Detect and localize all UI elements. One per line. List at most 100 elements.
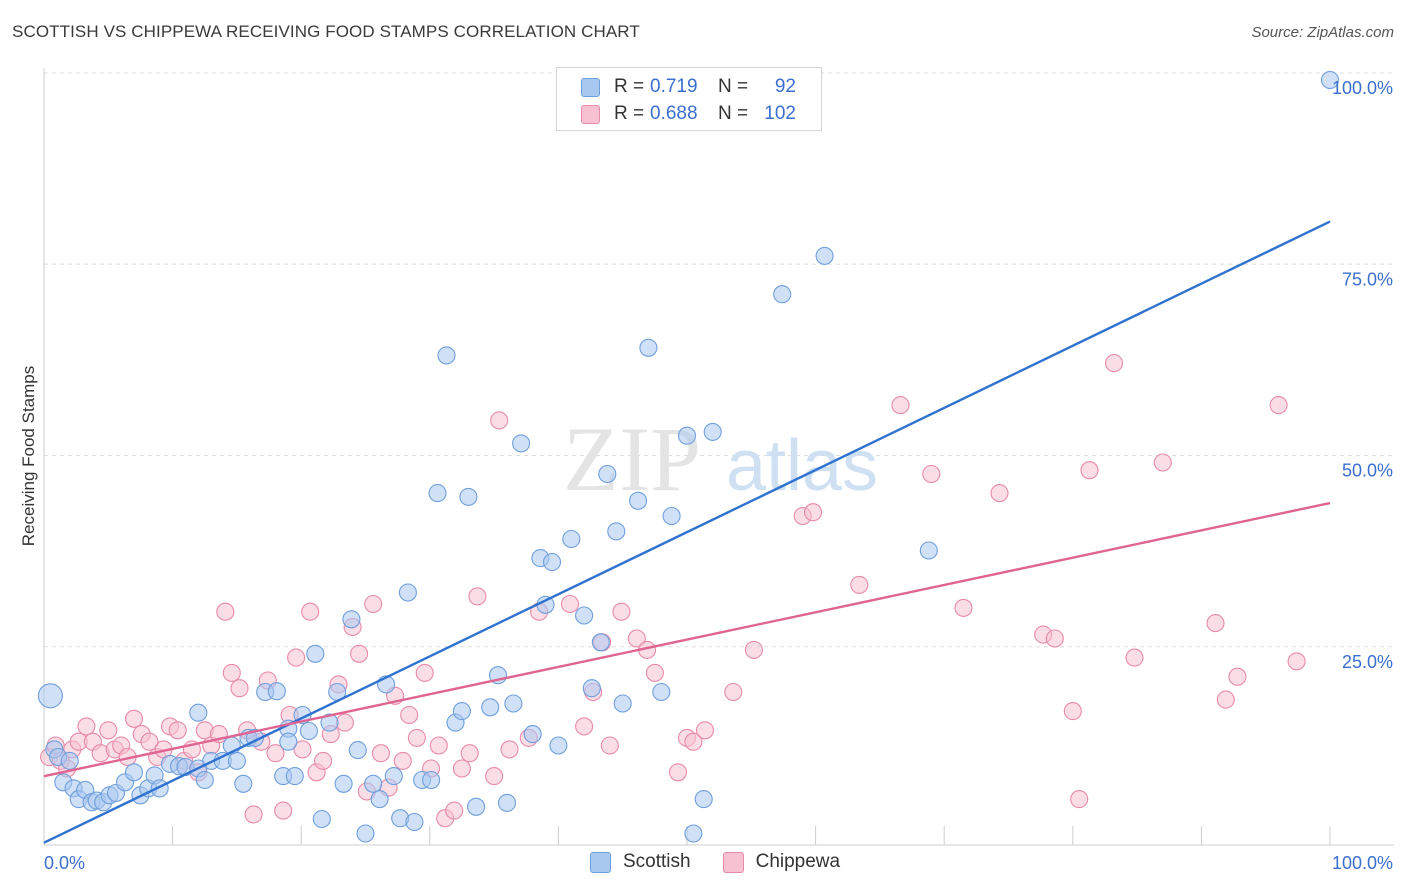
axes <box>43 68 1394 846</box>
chippewa-point <box>612 602 631 621</box>
chippewa-point <box>1206 614 1225 633</box>
scottish-point <box>124 763 144 782</box>
scottish-point <box>549 736 568 755</box>
chippewa-point <box>314 751 333 770</box>
x-tick-label: 0.0% <box>44 853 85 873</box>
watermark: ZIP atlas <box>563 408 878 510</box>
x-tick-label: 100.0% <box>1332 853 1393 873</box>
chippewa-point <box>695 721 715 740</box>
chippewa-point <box>1070 790 1089 809</box>
chippewa-point <box>1153 453 1172 472</box>
chippewa-point <box>99 721 118 740</box>
chippewa-point <box>168 721 187 740</box>
legend-label-chippewa: Chippewa <box>755 851 841 872</box>
chippewa-point <box>124 709 144 728</box>
scottish-point <box>919 541 938 560</box>
r-label: R = <box>614 76 645 97</box>
chippewa-point <box>293 740 312 759</box>
chippewa-point <box>891 396 910 415</box>
scottish-point <box>694 790 713 809</box>
chippewa-point <box>1287 652 1306 671</box>
scottish-point <box>629 491 648 510</box>
scottish-point <box>542 552 562 572</box>
chippewa-point <box>627 629 646 648</box>
chippewa-point <box>490 411 509 430</box>
chippewa-point <box>744 640 763 659</box>
chippewa-point <box>364 594 383 614</box>
r-value: 0.719 <box>650 76 698 97</box>
chippewa-point <box>301 602 320 621</box>
watermark-atlas: atlas <box>726 426 878 506</box>
chippewa-point <box>415 663 434 682</box>
scottish-point <box>384 767 403 786</box>
scottish-point <box>652 682 671 702</box>
chippewa-point <box>222 663 241 682</box>
scottish-point <box>267 682 286 701</box>
scottish-point <box>575 606 594 625</box>
scottish-point <box>815 246 834 265</box>
scottish-point <box>312 809 331 829</box>
y-tick-label: 100.0% <box>1332 78 1393 98</box>
chippewa-point <box>1104 354 1124 373</box>
chippewa-point <box>500 740 519 759</box>
chippewa-point <box>575 717 594 736</box>
scottish-point <box>320 713 339 732</box>
chippewa-point <box>140 732 159 751</box>
chippewa-point <box>600 736 619 755</box>
chippewa-point <box>803 503 823 522</box>
scottish-point <box>684 824 703 843</box>
scottish-point <box>773 285 792 304</box>
scottish-point <box>356 824 375 843</box>
n-value: 102 <box>764 103 796 124</box>
chippewa-point <box>335 713 354 732</box>
r-value: 0.688 <box>650 103 698 124</box>
chippewa-point <box>393 751 412 770</box>
scottish-point <box>598 464 617 484</box>
n-label: N = <box>718 103 749 124</box>
trend-lines <box>43 220 1331 844</box>
legend-stats: R = 0.719 N = 92 R = 0.688 N = 102 <box>556 67 822 131</box>
chippewa-point <box>645 663 664 682</box>
legend-item-scottish[interactable]: Scottish <box>590 851 691 873</box>
scottish-point <box>195 770 214 790</box>
chippewa-point <box>216 602 235 621</box>
chippewa-point <box>724 682 743 702</box>
chippewa-point <box>400 705 419 725</box>
chippewa-point <box>429 736 448 755</box>
chippewa-point <box>244 805 263 824</box>
chart-title: SCOTTISH VS CHIPPEWA RECEIVING FOOD STAM… <box>12 22 640 41</box>
n-label: N = <box>718 76 749 97</box>
scottish-point <box>60 751 79 770</box>
chippewa-point <box>445 801 464 820</box>
scottish-swatch <box>581 77 600 97</box>
n-value: 92 <box>774 76 796 97</box>
scottish-point <box>334 774 353 793</box>
scottish-point <box>591 633 610 652</box>
chippewa-point <box>922 464 941 484</box>
scottish-point <box>189 703 208 722</box>
chippewa-point <box>452 759 471 778</box>
chippewa-point <box>684 732 703 751</box>
grid-lines <box>44 72 1394 648</box>
scottish-point <box>497 793 517 812</box>
chippewa-point <box>1228 667 1247 686</box>
scottish-point <box>422 770 441 790</box>
chippewa-point <box>1216 690 1235 709</box>
scottish-point <box>523 725 542 744</box>
scottish-point <box>582 679 601 698</box>
legend-item-chippewa[interactable]: Chippewa <box>722 851 841 873</box>
chippewa-swatch <box>722 851 744 873</box>
chippewa-point <box>954 598 973 617</box>
scottish-point <box>398 583 417 602</box>
chippewa-point <box>850 575 869 594</box>
chippewa-point <box>1045 629 1064 648</box>
scottish-point <box>405 812 424 832</box>
y-axis-label: Receiving Food Stamps <box>19 366 38 546</box>
scottish-point <box>504 694 523 713</box>
chippewa-point <box>77 717 96 736</box>
scottish-swatch <box>590 851 611 873</box>
chippewa-point <box>1080 461 1099 480</box>
scottish-point <box>459 487 478 506</box>
chippewa-point <box>560 594 580 614</box>
